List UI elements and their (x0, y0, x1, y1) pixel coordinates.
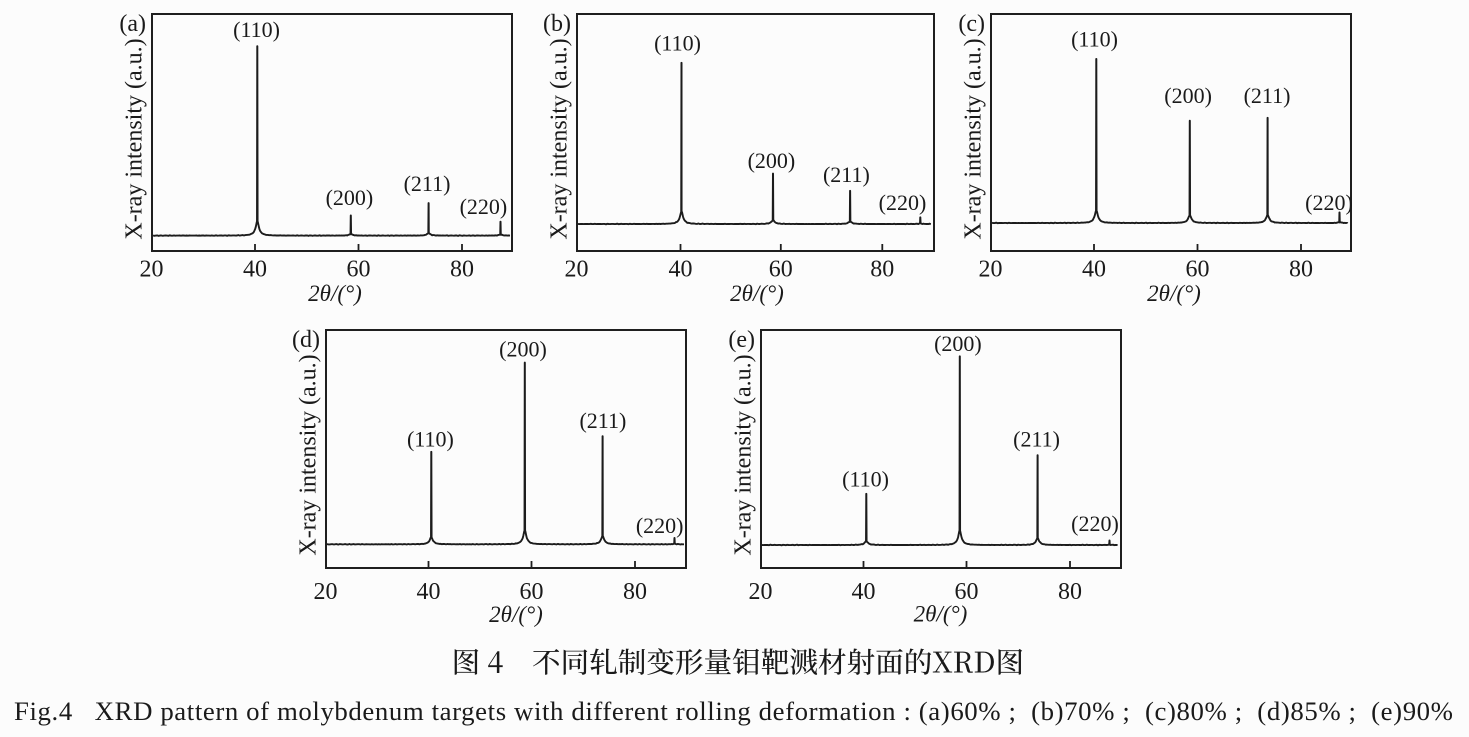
svg-text:60: 60 (955, 579, 979, 605)
svg-text:(d): (d) (292, 327, 320, 353)
svg-text:40: 40 (1082, 257, 1106, 283)
svg-text:40: 40 (669, 257, 693, 283)
svg-text:Fig.4 XRD pattern of molybde: Fig.4 XRD pattern of molybdenum targets … (14, 696, 1453, 726)
svg-text:(a): (a) (119, 11, 146, 37)
svg-text:(211): (211) (404, 171, 451, 196)
svg-text:80: 80 (1058, 579, 1082, 605)
svg-text:(200): (200) (499, 336, 547, 361)
svg-text:20: 20 (749, 579, 773, 605)
svg-text:2θ/(°): 2θ/(°) (308, 281, 362, 306)
svg-text:(200): (200) (1164, 83, 1212, 108)
svg-text:(110): (110) (654, 31, 701, 56)
svg-text:2θ/(°): 2θ/(°) (489, 602, 543, 627)
svg-text:(200): (200) (748, 148, 796, 173)
svg-text:X-ray intensity (a.u.): X-ray intensity (a.u.) (731, 354, 757, 555)
svg-text:40: 40 (417, 579, 441, 605)
svg-text:(b): (b) (543, 11, 571, 37)
svg-text:20: 20 (565, 257, 589, 283)
svg-text:20: 20 (140, 257, 164, 283)
svg-text:40: 40 (852, 579, 876, 605)
svg-text:(200): (200) (934, 331, 982, 356)
svg-text:(211): (211) (1244, 83, 1291, 108)
svg-text:(110): (110) (1071, 27, 1118, 52)
svg-text:X-ray intensity (a.u.): X-ray intensity (a.u.) (961, 38, 987, 239)
svg-text:20: 20 (979, 257, 1003, 283)
svg-text:2θ/(°): 2θ/(°) (914, 602, 968, 627)
svg-text:2θ/(°): 2θ/(°) (730, 281, 784, 306)
svg-text:(110): (110) (407, 427, 454, 452)
svg-text:2θ/(°): 2θ/(°) (1147, 281, 1201, 306)
svg-text:80: 80 (870, 257, 894, 283)
svg-text:60: 60 (520, 579, 544, 605)
svg-text:(110): (110) (233, 17, 280, 42)
svg-text:(e): (e) (728, 327, 755, 353)
svg-text:60: 60 (347, 257, 371, 283)
svg-text:X-ray intensity (a.u.): X-ray intensity (a.u.) (547, 38, 573, 239)
svg-text:(211): (211) (1013, 427, 1060, 452)
svg-text:80: 80 (450, 257, 474, 283)
svg-text:(211): (211) (823, 162, 870, 187)
svg-text:(220): (220) (636, 513, 684, 538)
svg-text:(c): (c) (958, 11, 985, 37)
svg-text:X-ray intensity (a.u.): X-ray intensity (a.u.) (296, 354, 322, 555)
svg-text:(220): (220) (1071, 511, 1119, 536)
svg-text:X-ray intensity (a.u.): X-ray intensity (a.u.) (122, 38, 148, 239)
svg-text:(220): (220) (460, 194, 508, 219)
svg-text:60: 60 (769, 257, 793, 283)
svg-text:40: 40 (243, 257, 267, 283)
svg-text:(110): (110) (842, 467, 889, 492)
svg-text:(220): (220) (879, 190, 927, 215)
svg-text:(211): (211) (579, 408, 626, 433)
svg-text:(200): (200) (326, 185, 374, 210)
svg-text:80: 80 (1289, 257, 1313, 283)
svg-text:80: 80 (623, 579, 647, 605)
svg-text:20: 20 (314, 579, 338, 605)
svg-text:(220): (220) (1305, 190, 1353, 215)
svg-text:60: 60 (1186, 257, 1210, 283)
